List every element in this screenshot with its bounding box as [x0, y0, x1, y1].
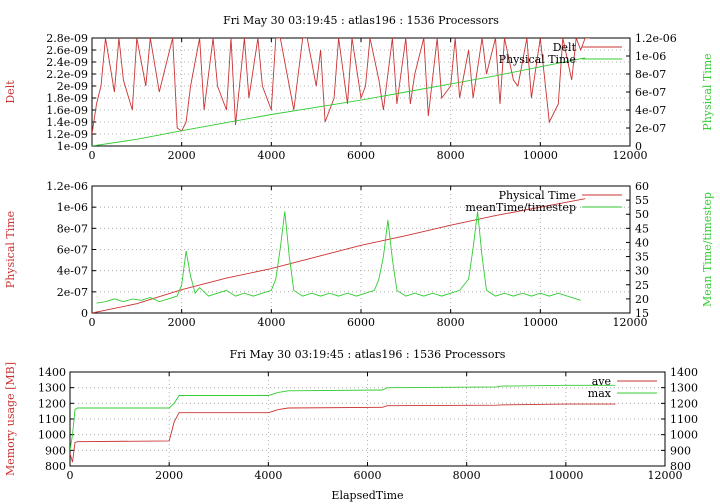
chart-title: Fri May 30 03:19:45 : atlas196 : 1536 Pr… [230, 348, 506, 361]
chart-title: Fri May 30 03:19:45 : atlas196 : 1536 Pr… [223, 14, 499, 27]
y2-tick-label: 1.2e-06 [635, 32, 677, 45]
y2-tick-label: 1000 [670, 429, 698, 442]
y2-tick-label: 6e-07 [635, 86, 666, 99]
y2-tick-label: 8e-07 [635, 68, 666, 81]
y-axis-label: Memory usage [MB] [4, 362, 17, 476]
y-tick-label: 2.8e-09 [46, 32, 88, 45]
y2-tick-label: 1300 [670, 382, 698, 395]
x-tick-label: 6000 [347, 316, 375, 329]
y2-tick-label: 55 [635, 194, 649, 207]
x-tick-label: 8000 [437, 316, 465, 329]
series-line-ave [70, 403, 616, 463]
x-tick-label: 6000 [354, 469, 382, 482]
y-tick-label: 2e-09 [57, 80, 88, 93]
legend-label: max [588, 387, 612, 400]
y2-tick-label: 4e-07 [635, 104, 666, 117]
y2-tick-label: 40 [635, 236, 649, 249]
y2-tick-label: 35 [635, 251, 649, 264]
y2-tick-label: 15 [635, 307, 649, 320]
y-tick-label: 1100 [38, 413, 66, 426]
x-tick-label: 10000 [523, 316, 558, 329]
y-tick-label: 900 [45, 444, 66, 457]
y2-tick-label: 1400 [670, 366, 698, 379]
y-tick-label: 1e-09 [57, 140, 88, 153]
y-tick-label: 0 [81, 307, 88, 320]
y-tick-label: 1000 [38, 429, 66, 442]
x-tick-label: 4000 [257, 316, 285, 329]
x-tick-label: 10000 [548, 469, 583, 482]
y-tick-label: 1.4e-09 [46, 116, 88, 129]
y-tick-label: 1400 [38, 366, 66, 379]
series-line-max [70, 384, 616, 451]
y2-tick-label: 25 [635, 279, 649, 292]
x-tick-label: 0 [89, 316, 96, 329]
y-tick-label: 1.2e-06 [46, 180, 88, 193]
y2-axis-label: Mean Time/timestep [701, 192, 714, 307]
y2-tick-label: 60 [635, 180, 649, 193]
series-line-meantime-timestep [96, 211, 581, 304]
x-tick-label: 2000 [155, 469, 183, 482]
plot-frame [91, 185, 631, 314]
x-tick-label: 2000 [168, 316, 196, 329]
y2-tick-label: 45 [635, 222, 649, 235]
y2-tick-label: 900 [670, 444, 691, 457]
x-tick-label: 4000 [257, 149, 285, 162]
x-tick-label: 12000 [613, 149, 648, 162]
legend-label: Physical Time [499, 53, 576, 66]
x-tick-label: 12000 [613, 316, 648, 329]
y-tick-label: 1300 [38, 382, 66, 395]
x-tick-label: 4000 [254, 469, 282, 482]
y2-tick-label: 20 [635, 293, 649, 306]
y2-tick-label: 1e-06 [635, 50, 666, 63]
x-tick-label: 0 [89, 149, 96, 162]
x-tick-label: 2000 [168, 149, 196, 162]
x-tick-label: 0 [67, 469, 74, 482]
y-axis-label: Physical Time [4, 211, 17, 288]
plot-frame [91, 37, 631, 147]
y2-tick-label: 30 [635, 265, 649, 278]
y2-tick-label: 2e-07 [635, 122, 666, 135]
legend-label: Physical Time [499, 189, 576, 202]
y-tick-label: 2.4e-09 [46, 56, 88, 69]
x-tick-label: 6000 [347, 149, 375, 162]
y2-tick-label: 0 [635, 140, 642, 153]
legend-label: meanTime/timestep [465, 201, 576, 214]
x-tick-label: 12000 [648, 469, 683, 482]
y-tick-label: 6e-07 [57, 244, 88, 257]
x-axis-label: ElapsedTime [331, 489, 403, 502]
legend-label: Delt [553, 41, 577, 54]
y-tick-label: 8e-07 [57, 222, 88, 235]
x-tick-label: 8000 [453, 469, 481, 482]
y-tick-label: 800 [45, 460, 66, 473]
y-tick-label: 4e-07 [57, 265, 88, 278]
legend-label: ave [592, 375, 611, 388]
y2-tick-label: 800 [670, 460, 691, 473]
y2-tick-label: 1100 [670, 413, 698, 426]
y-tick-label: 1.6e-09 [46, 104, 88, 117]
y-tick-label: 1.2e-09 [46, 128, 88, 141]
y2-tick-label: 50 [635, 208, 649, 221]
y2-axis-label: Physical Time [701, 53, 714, 130]
plot-frame [69, 371, 666, 467]
y2-tick-label: 1200 [670, 397, 698, 410]
y-axis-label: Delt [4, 80, 17, 104]
y-tick-label: 2e-07 [57, 286, 88, 299]
y-tick-label: 2.2e-09 [46, 68, 88, 81]
y-tick-label: 1200 [38, 397, 66, 410]
series-line-physical-time [92, 57, 586, 146]
y-tick-label: 1e-06 [57, 201, 88, 214]
y-tick-label: 2.6e-09 [46, 44, 88, 57]
series-line-physical-time [92, 198, 586, 313]
y-tick-label: 1.8e-09 [46, 92, 88, 105]
x-tick-label: 8000 [437, 149, 465, 162]
x-tick-label: 10000 [523, 149, 558, 162]
series-line-delt [92, 38, 590, 135]
